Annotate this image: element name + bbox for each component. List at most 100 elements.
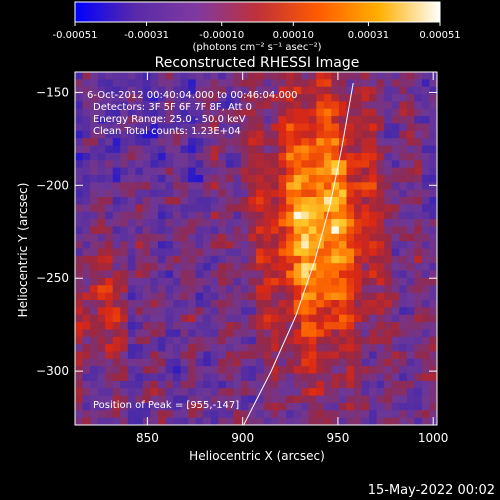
heatmap-cell [429,329,437,338]
heatmap-cell [218,219,227,227]
heatmap-cell [293,219,302,227]
heatmap-cell [90,130,99,139]
heatmap-cell [225,116,234,124]
heatmap-cell [75,174,83,183]
heatmap-cell [399,299,408,308]
heatmap-cell [399,292,408,301]
heatmap-cell [346,219,355,227]
heatmap-cell [127,241,136,249]
heatmap-cell [90,145,99,154]
heatmap-cell [271,94,280,102]
heatmap-cell [293,226,302,235]
heatmap-cell [293,388,302,396]
heatmap-cell [195,79,204,88]
heatmap-cell [338,211,347,220]
heatmap-cell [248,388,257,396]
heatmap-cell [180,226,189,235]
heatmap-cell [301,255,310,264]
heatmap-cell [354,241,362,249]
heatmap-cell [150,336,159,345]
heatmap-cell [248,410,257,419]
heatmap-cell [293,402,302,411]
heatmap-cell [421,138,430,146]
heatmap-cell [188,116,197,124]
heatmap-cell [203,285,212,294]
heatmap-cell [338,307,347,316]
heatmap-cell [399,402,408,411]
heatmap-cell [233,197,242,205]
heatmap-cell [346,101,355,110]
heatmap-cell [278,410,287,419]
heatmap-cell [180,351,189,360]
heatmap-cell [301,388,310,396]
heatmap-cell [188,417,197,425]
heatmap-cell [286,189,295,198]
heatmap-cell [369,233,378,242]
heatmap-cell [346,226,355,235]
heatmap-cell [369,226,378,235]
heatmap-cell [293,108,302,117]
heatmap-cell [105,373,114,382]
heatmap-cell [376,380,385,389]
heatmap-cell [248,336,257,345]
heatmap-cell [248,270,257,279]
heatmap-cell [127,322,136,330]
heatmap-cell [195,182,204,191]
heatmap-cell [301,167,310,176]
heatmap-cell [361,101,370,110]
heatmap-cell [256,344,264,352]
heatmap-cell [188,299,197,308]
heatmap-cell [391,94,400,102]
heatmap-cell [308,182,317,191]
heatmap-cell [391,285,400,294]
heatmap-cell [180,167,189,176]
heatmap-cell [278,255,287,264]
heatmap-cell [263,79,272,88]
heatmap-cell [82,167,91,176]
heatmap-cell [157,116,166,124]
heatmap-cell [112,189,121,198]
heatmap-cell [346,366,355,374]
heatmap-cell [120,329,129,338]
heatmap-cell [414,182,423,191]
heatmap-cell [218,322,227,330]
heatmap-cell [157,277,166,286]
heatmap-cell [271,263,280,271]
heatmap-cell [112,101,121,110]
heatmap-cell [406,270,415,279]
heatmap-cell [90,248,99,257]
heatmap-cell [293,145,302,154]
heatmap-cell [195,336,204,345]
heatmap-cell [105,402,114,411]
heatmap-cell [157,380,166,389]
heatmap-cell [429,263,437,271]
heatmap-cell [338,167,347,176]
heatmap-cell [256,395,264,404]
heatmap-cell [97,380,106,389]
heatmap-cell [173,285,181,294]
heatmap-cell [203,292,212,301]
heatmap-cell [263,108,272,117]
heatmap-cell [135,255,144,264]
heatmap-cell [195,388,204,396]
heatmap-cell [278,123,287,132]
heatmap-cell [97,270,106,279]
heatmap-cell [240,380,249,389]
heatmap-cell [120,116,129,124]
heatmap-cell [90,123,99,132]
heatmap-cell [331,255,340,264]
heatmap-cell [127,160,136,168]
heatmap-cell [90,314,99,323]
heatmap-cell [218,410,227,419]
heatmap-cell [406,211,415,220]
heatmap-cell [120,130,129,139]
heatmap-cell [218,402,227,411]
heatmap-cell [203,101,212,110]
heatmap-cell [414,263,423,271]
heatmap-cell [414,248,423,257]
heatmap-cell [369,314,378,323]
heatmap-cell [90,329,99,338]
heatmap-cell [105,410,114,419]
heatmap-cell [142,277,151,286]
heatmap-cell [97,189,106,198]
